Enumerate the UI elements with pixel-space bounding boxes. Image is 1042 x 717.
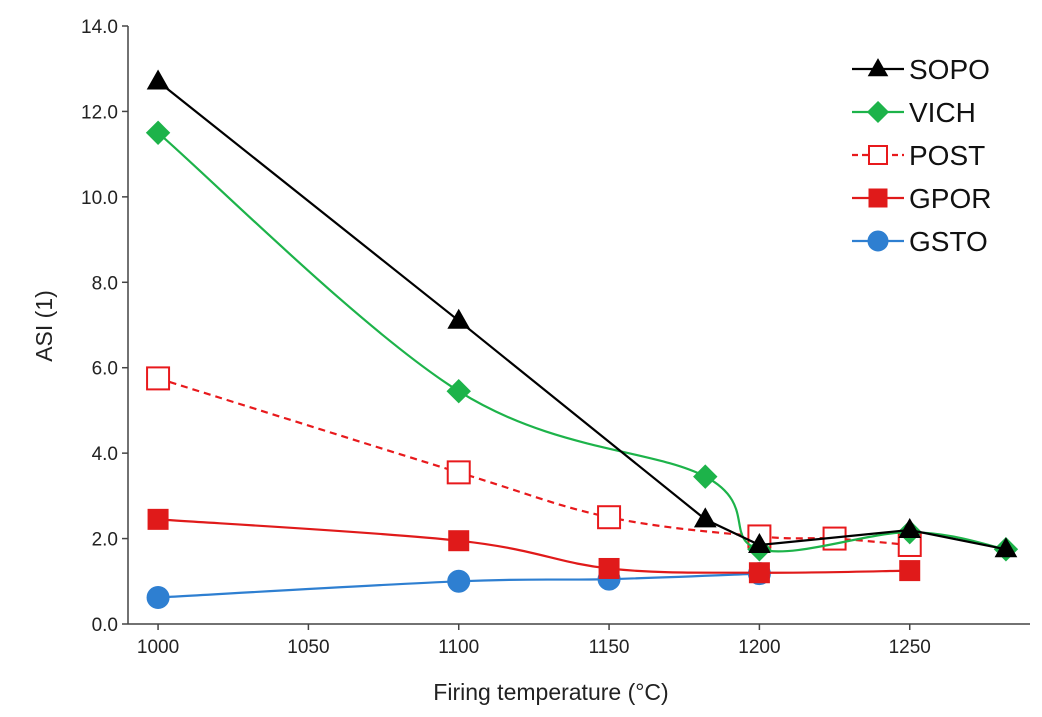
data-point-gsto bbox=[447, 569, 471, 593]
data-point-sopo bbox=[994, 537, 1018, 558]
series-line-sopo bbox=[157, 80, 1007, 551]
legend-item-sopo: SOPO bbox=[852, 54, 990, 85]
data-point-post bbox=[597, 505, 622, 530]
series-vich bbox=[145, 120, 1019, 562]
y-tick-label: 12.0 bbox=[81, 102, 118, 123]
series-gpor bbox=[147, 508, 921, 584]
series-line-gsto bbox=[158, 572, 760, 599]
series-sopo bbox=[146, 69, 1018, 558]
legend-marker-vich bbox=[866, 100, 890, 124]
y-axis-title: ASI (1) bbox=[31, 290, 57, 362]
data-point-gpor bbox=[598, 557, 620, 579]
data-point-sopo bbox=[146, 69, 170, 90]
legend-item-gpor: GPOR bbox=[852, 183, 991, 214]
legend-label-gsto: GSTO bbox=[909, 226, 988, 257]
y-tick-label: 4.0 bbox=[92, 444, 118, 465]
data-point-gpor bbox=[748, 562, 770, 584]
series-gsto bbox=[146, 562, 771, 610]
legend-item-post: POST bbox=[852, 140, 985, 171]
data-point-vich bbox=[693, 464, 718, 489]
data-point-gpor bbox=[448, 530, 470, 552]
x-tick-label: 1250 bbox=[889, 637, 931, 658]
legend-label-vich: VICH bbox=[909, 97, 976, 128]
y-tick-label: 8.0 bbox=[92, 273, 118, 294]
legend-item-vich: VICH bbox=[852, 97, 976, 128]
data-point-gsto bbox=[146, 586, 170, 610]
y-tick-label: 14.0 bbox=[81, 17, 118, 38]
data-point-sopo bbox=[447, 308, 471, 329]
data-point-post bbox=[146, 366, 171, 391]
series-layer bbox=[145, 69, 1019, 610]
series-line-gpor bbox=[158, 518, 910, 574]
series-line-post bbox=[157, 377, 910, 547]
y-tick-label: 10.0 bbox=[81, 188, 118, 209]
axes: 0.0 2.0 4.0 6.0 8.0 10.0 12.0 14.0 1000 1050 1100 1… bbox=[81, 17, 1030, 658]
legend-item-gsto: GSTO bbox=[852, 226, 988, 257]
y-tick-label: 0.0 bbox=[92, 615, 118, 636]
legend-marker-post bbox=[868, 145, 888, 165]
data-point-sopo bbox=[693, 507, 717, 528]
x-tick-label: 1200 bbox=[738, 637, 780, 658]
data-point-post bbox=[446, 460, 471, 485]
y-tick-label: 2.0 bbox=[92, 530, 118, 551]
legend-marker-gsto bbox=[867, 230, 889, 252]
legend-marker-gpor bbox=[868, 188, 888, 208]
data-point-vich bbox=[446, 379, 471, 404]
data-point-sopo bbox=[898, 518, 922, 539]
x-tick-label: 1000 bbox=[137, 637, 179, 658]
legend-label-gpor: GPOR bbox=[909, 183, 991, 214]
legend: SOPO VICH POST GPOR GSTO bbox=[852, 54, 991, 257]
x-axis-title: Firing temperature (°C) bbox=[433, 679, 668, 705]
y-tick-label: 6.0 bbox=[92, 359, 118, 380]
data-point-gpor bbox=[147, 508, 169, 530]
x-tick-label: 1150 bbox=[589, 637, 630, 658]
legend-label-post: POST bbox=[909, 140, 985, 171]
x-tick-label: 1100 bbox=[438, 637, 479, 658]
series-post bbox=[146, 366, 922, 557]
x-tick-label: 1050 bbox=[287, 637, 329, 658]
legend-label-sopo: SOPO bbox=[909, 54, 990, 85]
data-point-sopo bbox=[748, 532, 771, 553]
data-point-vich bbox=[145, 120, 171, 145]
data-point-gpor bbox=[899, 560, 921, 582]
legend-marker-sopo bbox=[867, 58, 889, 77]
